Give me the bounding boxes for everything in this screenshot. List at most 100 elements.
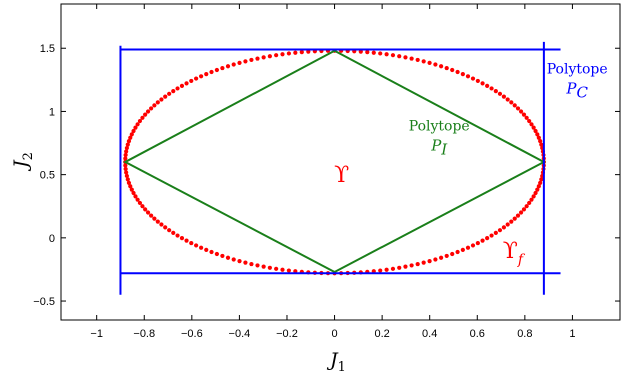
x-tick-label: −0.2 [276,328,298,340]
ellipse-point [184,81,189,86]
ellipse-point [299,50,304,55]
ellipse-point [143,207,148,212]
ellipse-point [204,247,209,252]
ellipse-point [455,69,460,75]
x-tick-label: 0.6 [470,328,485,340]
ellipse-point [493,88,498,94]
ellipse-point [409,56,414,61]
ellipse-point [529,197,534,202]
ellipse-point [214,67,219,73]
ellipse-point [470,243,476,248]
ellipse-point [231,62,236,67]
ellipse-point [194,243,199,248]
ellipse-point [152,216,157,221]
ellipse-point [450,251,455,257]
polytope-pc-series [119,41,561,295]
x-tick-label: −1 [90,328,103,340]
ellipse-point [243,59,248,64]
ellipse-point [535,132,540,137]
ellipse-point [159,97,164,102]
ellipse-point [184,238,189,243]
ellipse-point [480,238,485,243]
ellipse-point [531,125,536,130]
x-tick-label: 0 [331,328,337,340]
ellipse-point [163,225,168,230]
ellipse-point [535,187,540,192]
polytope-pi-symbol: PI [430,136,448,158]
ellipse-point [515,213,521,218]
ellipse-point [199,74,204,79]
ellipse-point [135,122,140,127]
ellipse-point [135,197,140,202]
ellipse-point [140,115,145,120]
ellipse-point [194,76,199,81]
y-axis-title: J2 [10,152,36,172]
ellipse-point [460,72,465,77]
ellipse-point [421,260,426,265]
ellipse-point [280,52,285,57]
annotations: Polytope PC Polytope PI ϒ ϒf [334,62,608,269]
ellipse-point [123,156,128,161]
ellipse-point [527,200,532,206]
ellipse-point [155,100,160,105]
ellipse-point [421,59,426,64]
ellipse-point [485,236,490,241]
ellipse-point [137,200,143,206]
ellipse-point [163,94,168,99]
ellipse-point [155,219,160,224]
x-axis-subscript: 1 [338,360,346,374]
ellipse-point [531,194,536,199]
ellipse-point [261,55,266,60]
ellipse-point [220,65,225,71]
ellipse-point [306,49,311,54]
ellipse-point [518,109,524,114]
ellipse-point [225,255,231,260]
ellipse-point [497,228,503,233]
ellipse-point [152,103,157,108]
ellipse-point [536,135,541,140]
ellipse-point [129,187,134,192]
ellipse-point [501,225,507,230]
ellipse-point [509,219,514,224]
ellipse-point [444,65,449,71]
ellipse-point [415,57,420,63]
ellipse-point [209,249,214,255]
ellipse-point [470,76,476,81]
y-tick-label: −0.5 [33,296,55,308]
x-axis-title: J1 [326,349,346,374]
ellipse-point [140,204,145,209]
polytope-pi-series [123,49,547,274]
x-tick-label: −0.4 [229,328,251,340]
ellipse-point [175,233,180,238]
ellipse-point [128,184,133,189]
ellipse-point [286,51,291,56]
ellipse-point [249,57,254,63]
ellipse-point [518,210,524,215]
ellipse-point [465,245,471,250]
plot-area [60,3,621,321]
ellipse-point [131,190,136,196]
upsilon-symbol: ϒ [334,163,349,188]
ellipse-point [128,135,133,140]
ellipse-point [475,240,480,246]
ellipse-point [175,86,180,91]
ellipse-point [533,128,538,134]
ellipse-point [225,64,231,69]
ellipse-point [512,103,517,108]
ellipse-point [489,233,494,238]
ellipse-point [505,222,510,227]
ellipse-point [524,115,529,120]
ellipse-point [433,257,438,262]
ellipse-point [415,261,420,267]
ellipse-point [427,60,432,65]
y-tick-label: 0 [49,233,55,245]
ellipse-point [384,52,389,57]
ellipse-point [493,230,498,236]
ellipse-point [126,139,132,144]
x-axis-symbol: J [326,349,339,371]
ellipse-point [137,118,143,124]
y-axis: −0.5 0 0.5 1 1.5 [33,43,620,308]
ellipse-point [124,145,129,151]
x-tick-label: −0.6 [181,328,203,340]
